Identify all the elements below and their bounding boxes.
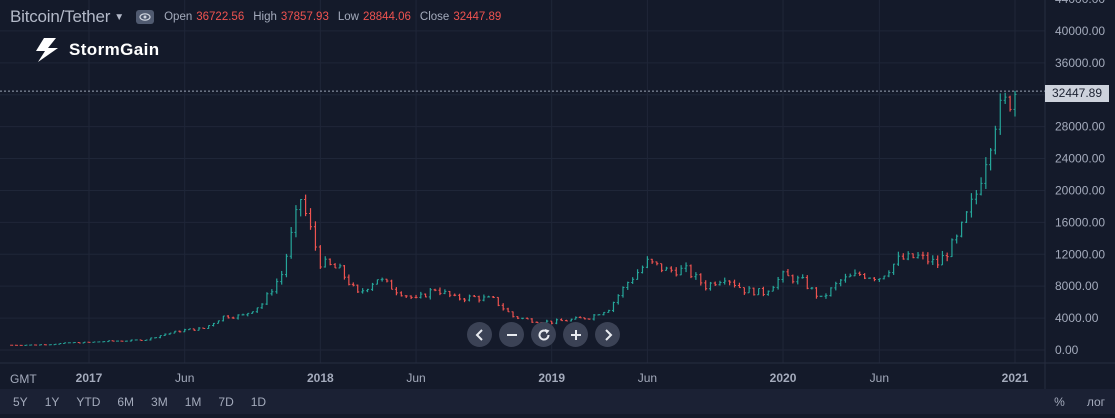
y-tick-label: 28000.00 <box>1055 120 1105 134</box>
x-tick-label: Jun <box>406 371 425 385</box>
high-value: 37857.93 <box>280 11 329 23</box>
y-tick-label: 8000.00 <box>1055 279 1099 293</box>
zoom-out-button[interactable] <box>499 322 524 347</box>
percent-scale-button[interactable]: % <box>1054 395 1065 409</box>
range-1m-button[interactable]: 1M <box>184 394 202 409</box>
x-tick-label: 2017 <box>76 371 103 385</box>
close-value: 32447.89 <box>453 11 502 23</box>
range-toolbar: 5Y 1Y YTD 6M 3M 1M 7D 1D % лог <box>0 389 1115 414</box>
y-tick-label: 12000.00 <box>1055 247 1105 261</box>
x-tick-label: Jun <box>175 371 194 385</box>
close-label: Close <box>419 11 450 23</box>
x-tick-label: 2021 <box>1002 371 1029 385</box>
last-price-tag: 32447.89 <box>1045 85 1109 102</box>
x-tick-label: 2018 <box>307 371 334 385</box>
y-tick-label: 16000.00 <box>1055 215 1105 229</box>
low-label: Low <box>337 11 359 23</box>
y-tick-label: 44000.00 <box>1055 0 1105 6</box>
x-tick-label: Jun <box>638 371 657 385</box>
refresh-icon <box>538 328 550 341</box>
plus-icon <box>570 329 581 340</box>
lightning-icon <box>36 38 58 62</box>
open-label: Open <box>164 11 193 23</box>
symbol-name[interactable]: Bitcoin/Tether <box>10 7 111 26</box>
minus-icon <box>506 333 517 336</box>
range-1d-button[interactable]: 1D <box>250 394 267 409</box>
chevron-right-icon <box>604 328 612 341</box>
chevron-left-icon <box>475 328 483 341</box>
high-label: High <box>253 11 277 23</box>
range-6m-button[interactable]: 6M <box>117 394 135 409</box>
open-value: 36722.56 <box>196 11 245 23</box>
y-tick-label: 4000.00 <box>1055 311 1099 325</box>
scroll-left-button[interactable] <box>467 322 492 347</box>
x-axis: 2017 Jun 2018 Jun 2019 Jun 2020 Jun 2021 <box>76 371 1029 385</box>
y-tick-label: 0.00 <box>1055 343 1079 357</box>
y-tick-label: 40000.00 <box>1055 24 1105 38</box>
chart-navigation <box>467 322 627 347</box>
reset-button[interactable] <box>531 322 556 347</box>
symbol-dropdown-icon[interactable]: ▼ <box>114 11 125 23</box>
y-tick-label: 24000.00 <box>1055 152 1105 166</box>
scroll-right-button[interactable] <box>595 322 620 347</box>
eye-icon[interactable] <box>136 10 155 24</box>
range-ytd-button[interactable]: YTD <box>76 394 101 409</box>
timezone-label[interactable]: GMT <box>10 372 37 386</box>
chart-header: Bitcoin/Tether ▼ Open 36722.56 High 3785… <box>10 6 510 28</box>
stormgain-logo: StormGain <box>34 38 160 62</box>
log-scale-button[interactable]: лог <box>1086 395 1105 409</box>
range-1y-button[interactable]: 1Y <box>44 394 60 409</box>
y-axis: 0.00 4000.00 8000.00 12000.00 16000.00 20000.… <box>1055 0 1105 357</box>
chart-grid <box>0 0 1115 389</box>
x-tick-label: 2019 <box>538 371 565 385</box>
range-3m-button[interactable]: 3M <box>151 394 168 409</box>
y-tick-label: 20000.00 <box>1055 183 1105 197</box>
low-value: 28844.06 <box>362 11 411 23</box>
x-tick-label: Jun <box>870 371 889 385</box>
range-7d-button[interactable]: 7D <box>218 394 234 409</box>
x-tick-label: 2020 <box>770 371 797 385</box>
logo-text: StormGain <box>69 40 160 59</box>
y-tick-label: 36000.00 <box>1055 56 1105 70</box>
candles <box>10 90 1017 346</box>
zoom-in-button[interactable] <box>563 322 588 347</box>
range-5y-button[interactable]: 5Y <box>13 394 28 409</box>
